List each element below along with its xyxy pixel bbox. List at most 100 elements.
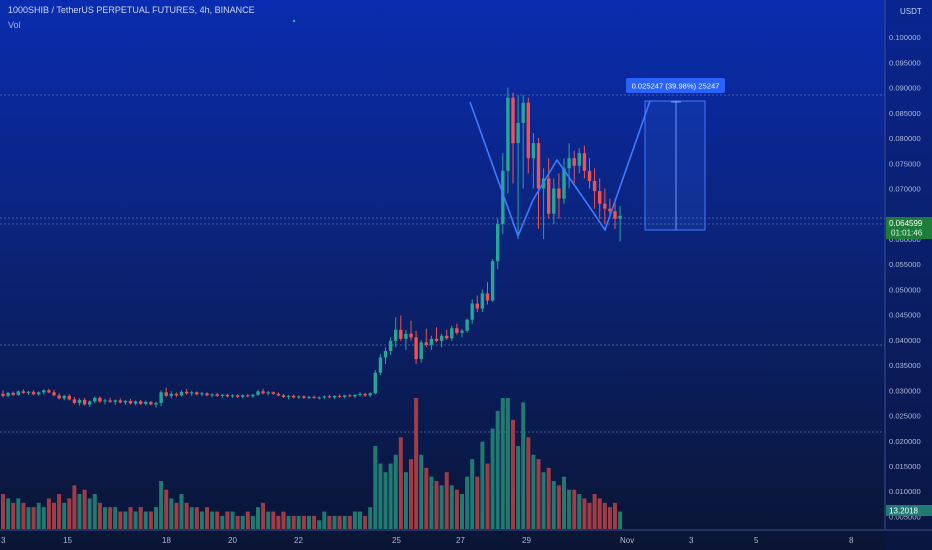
candle-body — [343, 395, 347, 397]
pattern-drawing[interactable] — [469, 100, 651, 239]
candle-body — [235, 395, 240, 397]
candle — [399, 315, 403, 341]
candle-body — [562, 168, 566, 199]
volume-bar — [536, 459, 541, 529]
candle-body — [62, 395, 66, 399]
volume-bar — [562, 476, 566, 529]
price-tick-label: 0.040000 — [889, 336, 921, 345]
candle — [286, 394, 291, 400]
volume-bar — [87, 498, 92, 529]
candle-body — [598, 191, 602, 204]
volume-bar — [16, 498, 21, 529]
candle-body — [108, 400, 112, 402]
candle — [169, 391, 173, 399]
volume-bar — [516, 446, 521, 529]
volume-bar — [307, 515, 311, 529]
measure-label: 0.025247 (39.98%) 25247 — [632, 82, 720, 91]
candle-body — [312, 396, 316, 398]
candle-body — [383, 350, 388, 358]
volume-bar — [546, 467, 551, 529]
volume-bar — [388, 463, 393, 529]
candle-body — [348, 395, 352, 397]
last-price-tag-bg — [886, 217, 932, 239]
candle — [210, 393, 214, 398]
candle — [164, 387, 168, 398]
candle-body — [210, 394, 214, 396]
candle — [184, 388, 189, 395]
candle-body — [378, 357, 383, 373]
candle-body — [353, 394, 357, 397]
volume-bar — [21, 502, 26, 529]
candle — [490, 259, 495, 303]
candle-body — [21, 391, 26, 393]
volume-bar — [460, 494, 464, 529]
candle — [21, 389, 26, 394]
candle — [297, 395, 301, 399]
candle-body — [363, 393, 367, 396]
candle-body — [246, 395, 250, 397]
volume-bar — [296, 515, 301, 529]
candle — [434, 327, 439, 343]
price-tick-label: 0.090000 — [889, 84, 921, 93]
volume-bar — [587, 502, 592, 529]
volume-bar — [332, 515, 337, 529]
candle — [266, 390, 270, 396]
volume-bar — [194, 507, 199, 529]
volume-bar — [62, 502, 67, 529]
candle-body — [506, 97, 510, 171]
candle — [215, 392, 219, 397]
candle-body — [404, 333, 408, 339]
volume-bar — [1, 494, 5, 529]
candle — [312, 395, 316, 399]
candle — [133, 400, 138, 406]
measure-tool[interactable]: 0.025247 (39.98%) 25247 — [626, 78, 725, 231]
candle-body — [103, 400, 107, 402]
volume-bar — [480, 441, 485, 529]
candle — [174, 392, 179, 397]
candle-body — [445, 335, 449, 339]
candle-body — [123, 400, 128, 403]
volume-bar — [210, 511, 215, 529]
candle-body — [511, 97, 515, 144]
candle-body — [184, 391, 189, 394]
symbol-title: 1000SHIB / TetherUS PERPETUAL FUTURES, 4… — [8, 5, 255, 15]
candle — [485, 281, 490, 305]
date-tick-label: 15 — [63, 536, 72, 545]
volume-bar — [230, 511, 235, 529]
volume-bar — [577, 494, 582, 529]
candle — [353, 394, 357, 398]
candle-body — [47, 390, 51, 393]
candle — [26, 390, 31, 395]
candle — [230, 394, 235, 398]
candle — [531, 133, 536, 189]
candle — [302, 395, 306, 399]
candle — [261, 388, 265, 395]
candle-body — [1, 393, 5, 396]
volume-bar — [118, 511, 123, 529]
candle — [496, 218, 500, 270]
volume-bar — [103, 507, 107, 529]
candle-body — [144, 401, 148, 404]
candle-body — [409, 333, 413, 338]
candle — [190, 390, 194, 396]
candle — [526, 97, 530, 174]
volume-bar — [41, 507, 46, 529]
price-tick-label: 0.010000 — [889, 487, 921, 496]
date-tick-label: 5 — [754, 536, 759, 545]
candle-body — [582, 153, 587, 171]
volume-bar — [485, 463, 490, 529]
measure-box[interactable] — [644, 100, 706, 231]
volume-bar — [556, 485, 561, 529]
candle — [618, 206, 622, 242]
candle — [271, 391, 275, 395]
candle — [67, 394, 71, 401]
volume-bar — [500, 398, 505, 529]
candle-body — [460, 330, 464, 333]
volume-bar — [511, 419, 515, 529]
volume-bar — [261, 502, 266, 529]
volume-value: 13.2018 — [889, 507, 918, 516]
volume-bar — [301, 515, 306, 529]
candle — [582, 145, 587, 179]
